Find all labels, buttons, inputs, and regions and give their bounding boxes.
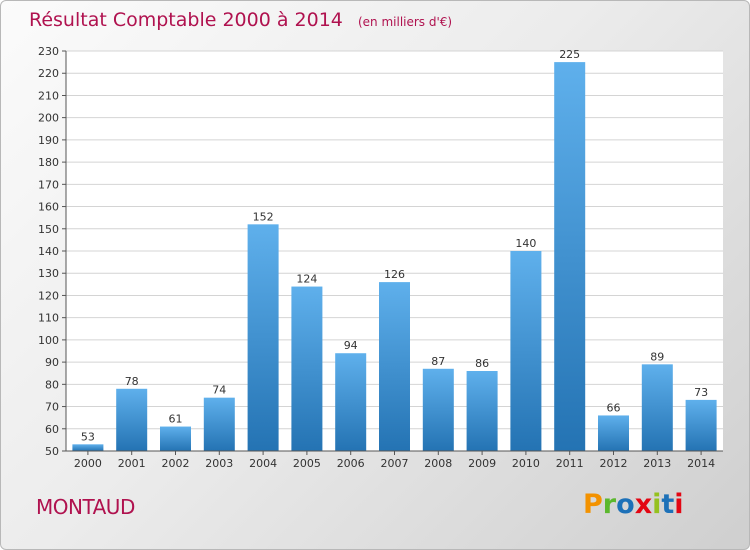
x-tick-label: 2010 — [512, 457, 540, 470]
y-tick-label: 150 — [38, 223, 59, 236]
x-tick-label: 2014 — [687, 457, 715, 470]
x-tick-label: 2000 — [74, 457, 102, 470]
x-tick-label: 2002 — [162, 457, 190, 470]
y-tick-label: 190 — [38, 134, 59, 147]
y-tick-label: 210 — [38, 89, 59, 102]
data-label: 87 — [431, 355, 445, 368]
y-tick-label: 220 — [38, 67, 59, 80]
x-tick-label: 2008 — [424, 457, 452, 470]
bar-2013 — [641, 364, 673, 451]
y-tick-label: 230 — [38, 45, 59, 58]
y-tick-label: 110 — [38, 312, 59, 325]
y-tick-label: 50 — [45, 445, 59, 458]
data-label: 53 — [81, 430, 95, 443]
data-label: 225 — [559, 48, 580, 61]
x-tick-label: 2005 — [293, 457, 321, 470]
x-tick-label: 2011 — [556, 457, 584, 470]
x-tick-label: 2007 — [381, 457, 409, 470]
y-tick-label: 140 — [38, 245, 59, 258]
data-label: 66 — [607, 401, 621, 414]
x-tick-label: 2013 — [643, 457, 671, 470]
bar-2010 — [510, 251, 542, 451]
bar-2009 — [466, 371, 498, 451]
x-tick-label: 2001 — [118, 457, 146, 470]
y-tick-label: 180 — [38, 156, 59, 169]
chart-title-text: Résultat Comptable 2000 à 2014 — [29, 9, 343, 31]
chart-unit-note: (en milliers d'€) — [357, 15, 453, 29]
bar-2007 — [379, 282, 410, 451]
bar-2008 — [422, 368, 454, 451]
data-label: 74 — [212, 384, 226, 397]
logo-letter: i — [652, 489, 662, 520]
x-tick-label: 2006 — [337, 457, 365, 470]
bar-2002 — [160, 426, 191, 451]
x-tick-label: 2004 — [249, 457, 277, 470]
y-tick-label: 90 — [45, 356, 59, 369]
y-tick-label: 60 — [45, 423, 59, 436]
data-label: 61 — [169, 413, 183, 426]
commune-name: MONTAUD — [36, 495, 135, 519]
logo-letter: x — [634, 489, 653, 520]
data-label: 73 — [694, 386, 708, 399]
x-tick-label: 2012 — [600, 457, 628, 470]
y-tick-label: 70 — [45, 401, 59, 414]
y-tick-label: 130 — [38, 267, 59, 280]
logo-letter: r — [602, 489, 617, 520]
bar-2005 — [291, 286, 323, 451]
bar-2004 — [247, 224, 279, 451]
data-label: 78 — [125, 375, 139, 388]
chart-title: Résultat Comptable 2000 à 2014 (en milli… — [29, 9, 452, 31]
y-tick-label: 100 — [38, 334, 59, 347]
logo-letter: o — [616, 489, 635, 520]
y-tick-label: 170 — [38, 178, 59, 191]
y-tick-label: 120 — [38, 289, 59, 302]
y-tick-label: 160 — [38, 201, 59, 214]
bar-2011 — [554, 62, 586, 451]
data-label: 94 — [344, 339, 358, 352]
data-label: 126 — [384, 268, 405, 281]
bar-2012 — [598, 415, 629, 451]
bar-2003 — [203, 397, 235, 451]
x-tick-label: 2009 — [468, 457, 496, 470]
bar-2001 — [116, 388, 148, 451]
bar-2014 — [685, 399, 717, 451]
logo-letter: P — [583, 489, 603, 520]
x-tick-label: 2003 — [205, 457, 233, 470]
bar-2000 — [72, 444, 104, 451]
data-label: 140 — [515, 237, 536, 250]
data-label: 124 — [296, 273, 317, 286]
y-tick-label: 80 — [45, 378, 59, 391]
bar-2006 — [335, 353, 367, 451]
data-label: 152 — [253, 210, 274, 223]
proxiti-logo: Proxiti — [583, 489, 684, 520]
data-label: 89 — [650, 350, 664, 363]
logo-letter: t — [661, 489, 675, 520]
logo-letter: i — [674, 489, 684, 520]
data-label: 86 — [475, 357, 489, 370]
y-tick-label: 200 — [38, 112, 59, 125]
